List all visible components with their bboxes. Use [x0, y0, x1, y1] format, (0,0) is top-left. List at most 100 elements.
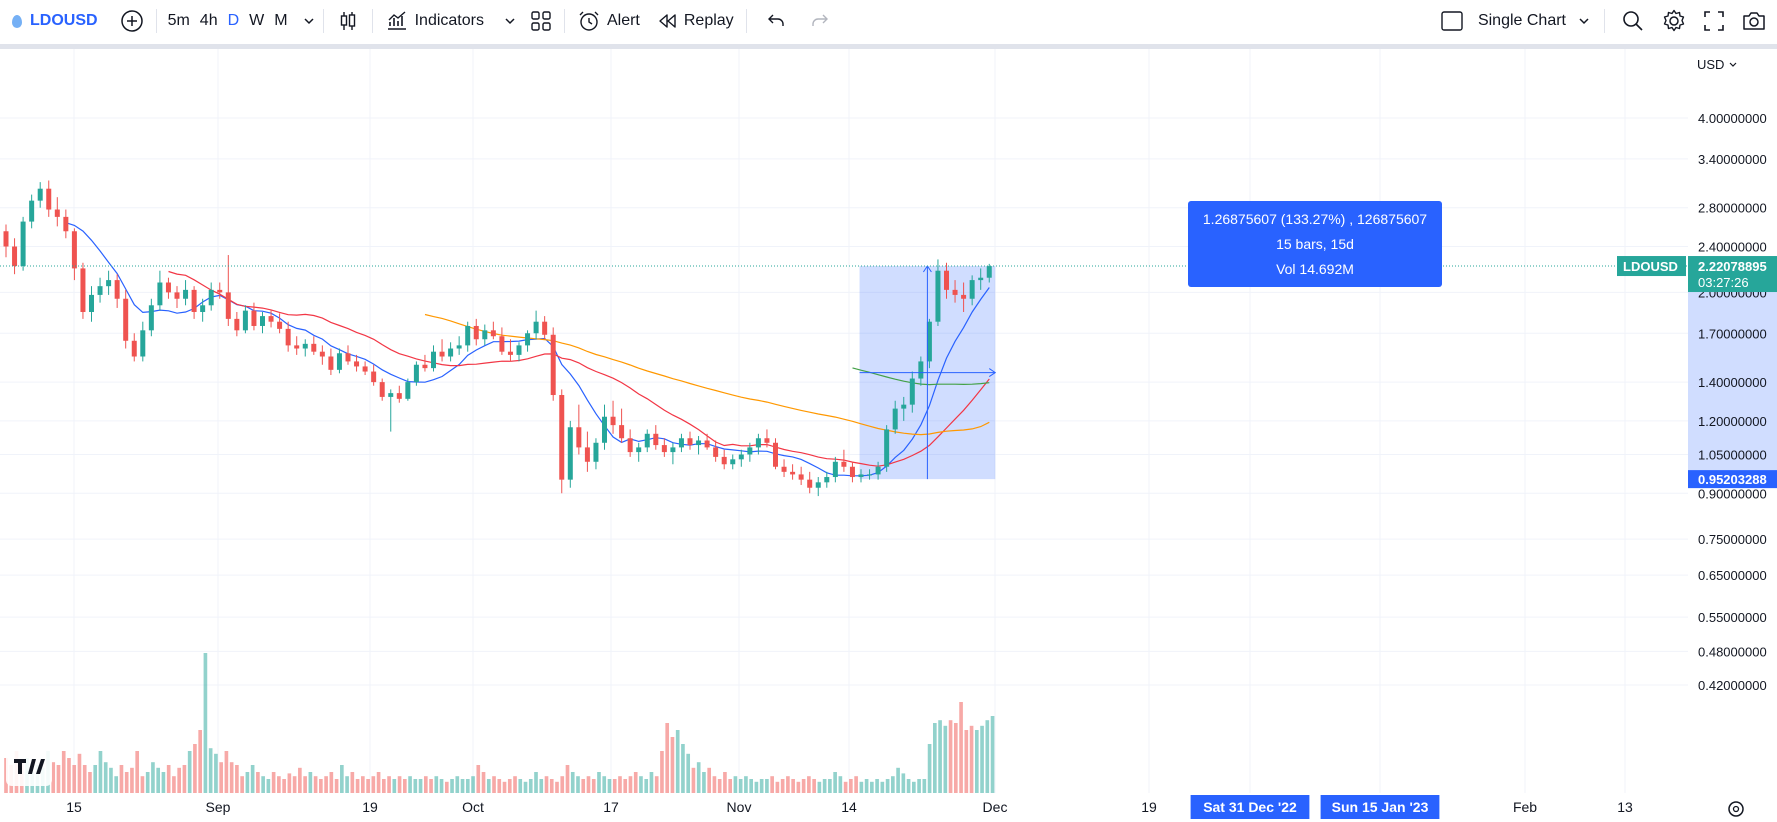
candle-body	[619, 425, 625, 439]
candle-body	[559, 395, 565, 480]
candle-body	[225, 292, 231, 319]
candle-body	[815, 482, 821, 488]
volume-bar	[565, 765, 570, 793]
volume-bar	[959, 702, 963, 793]
price-tick-label: 0.42000000	[1698, 678, 1767, 693]
lido-logo-icon	[12, 14, 22, 28]
top-toolbar: LDOUSD 5m 4h D W M Indicators Alert Repl…	[0, 0, 1777, 42]
price-tick-label: 1.70000000	[1698, 326, 1767, 341]
volume-bar	[476, 765, 481, 793]
volume-bar	[319, 779, 323, 793]
volume-bar	[544, 776, 549, 793]
volume-bar	[130, 767, 134, 793]
compare-add-symbol-button[interactable]	[114, 5, 150, 37]
volume-bar	[334, 779, 339, 793]
last-price-value: 2.22078895	[1698, 259, 1767, 274]
toolbar-divider	[322, 9, 324, 33]
chevron-down-icon[interactable]	[301, 13, 317, 29]
alert-button[interactable]: Alert	[571, 5, 646, 37]
redo-icon	[811, 14, 828, 26]
volume-bar	[355, 779, 360, 793]
volume-bar	[161, 772, 166, 793]
candle-body	[670, 447, 676, 453]
volume-bar	[486, 779, 491, 793]
volume-bar	[712, 776, 717, 793]
interval-w[interactable]: W	[249, 12, 265, 29]
time-tick-label: Oct	[462, 799, 484, 815]
volume-bar	[843, 781, 848, 793]
fullscreen-button[interactable]	[1697, 5, 1731, 37]
candle-body	[721, 456, 727, 465]
snapshot-button[interactable]	[1735, 5, 1773, 37]
candle-body	[80, 268, 86, 312]
candle-body	[448, 348, 454, 357]
candle-body	[576, 427, 582, 448]
volume-bar	[723, 772, 727, 793]
search-button[interactable]	[1615, 5, 1651, 37]
candle-body	[824, 477, 830, 483]
candle-body	[644, 433, 650, 448]
candle-body	[858, 474, 864, 478]
interval-5m[interactable]: 5m	[167, 12, 190, 29]
indicators-button[interactable]: Indicators	[379, 5, 524, 37]
volume-bar	[214, 753, 218, 793]
camera-icon	[1743, 12, 1765, 30]
candle-body	[841, 461, 847, 467]
candle-body	[533, 321, 539, 334]
chevron-down-icon[interactable]	[502, 13, 518, 29]
time-axis[interactable]: 15 Sep 19 Oct 17 Nov 14 Dec 19 Sat 31 Dec '22 Sun …	[0, 793, 1777, 822]
volume-bar	[382, 779, 386, 793]
templates-button[interactable]	[524, 5, 558, 37]
measure-volume-text: Vol 14.692M	[1276, 261, 1354, 277]
volume-bar	[654, 776, 659, 793]
volume-bar	[953, 723, 958, 793]
volume-bar	[628, 776, 633, 793]
time-tick-label: Nov	[727, 799, 752, 815]
volume-bar	[51, 762, 56, 793]
volume-bar	[807, 776, 811, 793]
layout-button[interactable]: Single Chart	[1434, 5, 1598, 37]
volume-bar	[460, 779, 465, 793]
price-axis[interactable]: 4.00000000 3.40000000 2.80000000 2.40000000…	[1688, 49, 1777, 822]
gear-center	[1732, 805, 1740, 813]
currency-selector[interactable]: USD	[1697, 57, 1724, 72]
volume-bar	[455, 776, 460, 793]
volume-bar	[502, 781, 507, 793]
volume-bar	[219, 762, 223, 793]
candle-body	[986, 266, 992, 278]
price-chart[interactable]: 1.26875607 (133.27%) , 126875607 15 bars…	[0, 49, 1777, 822]
price-axis-ticks: 4.00000000 3.40000000 2.80000000 2.40000000…	[1698, 111, 1767, 693]
settings-button[interactable]	[1655, 5, 1693, 37]
volume-bar	[586, 776, 591, 793]
chart-type-button[interactable]	[330, 5, 366, 37]
volume-bar	[828, 779, 832, 793]
candle-body	[832, 461, 838, 478]
axis-settings-button[interactable]	[1728, 801, 1744, 817]
volume-bar	[439, 779, 444, 793]
undo-button[interactable]	[759, 5, 793, 37]
candle-body	[311, 343, 317, 352]
replay-button[interactable]: Replay	[650, 5, 740, 37]
volume-bar	[534, 772, 538, 793]
volume-bar	[240, 776, 244, 793]
volume-bar	[523, 781, 528, 793]
candle-body	[696, 440, 702, 446]
volume-bar	[497, 779, 502, 793]
candle-body	[738, 454, 744, 460]
volume-bar	[854, 776, 858, 793]
volume-bar	[581, 779, 586, 793]
time-tick-label: 19	[1141, 799, 1157, 815]
tradingview-logo[interactable]	[6, 746, 52, 786]
volume-bar	[597, 772, 601, 793]
volume-bar	[361, 776, 365, 793]
symbol-search-button[interactable]: LDOUSD	[0, 5, 104, 37]
interval-m[interactable]: M	[274, 12, 288, 29]
interval-d[interactable]: D	[227, 12, 240, 29]
redo-button[interactable]	[803, 5, 837, 37]
interval-4h[interactable]: 4h	[199, 12, 218, 29]
candle-body	[764, 438, 770, 443]
measure-tooltip-box	[1188, 201, 1442, 287]
volume-bar	[633, 772, 638, 793]
volume-bar	[770, 776, 774, 793]
candle-body	[260, 316, 265, 326]
